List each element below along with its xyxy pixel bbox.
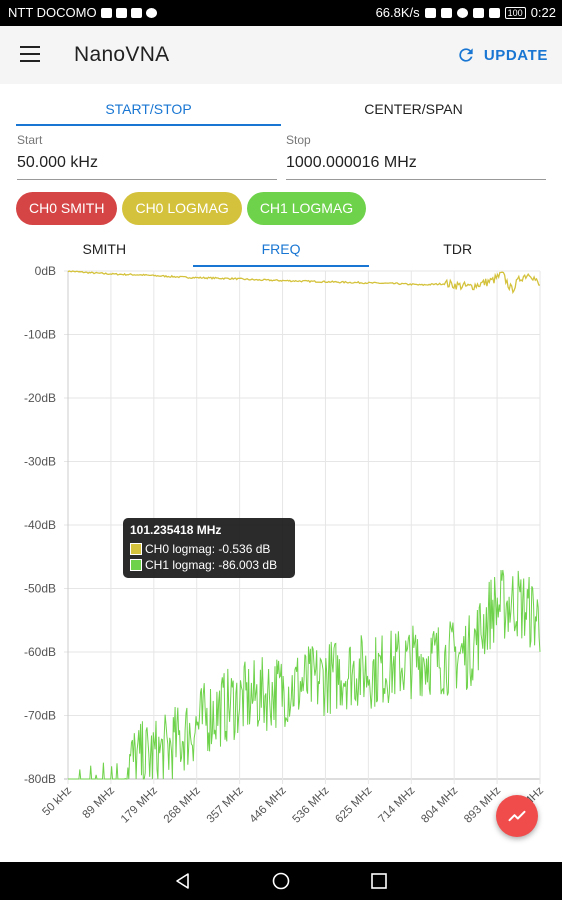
- battery-icon: 100: [504, 6, 526, 19]
- stop-label: Stop: [286, 133, 311, 147]
- start-label: Start: [17, 133, 43, 147]
- mail-icon: [100, 7, 112, 18]
- y-tick-label: -40dB: [24, 518, 56, 532]
- chip-ch0-logmag[interactable]: CH0 LOGMAG: [122, 192, 242, 225]
- x-tick-label: 89 MHz: [81, 784, 118, 821]
- update-button[interactable]: UPDATE: [456, 40, 548, 70]
- tab-freq[interactable]: FREQ: [192, 236, 370, 267]
- view-tabs: SMITH FREQ TDR: [16, 236, 546, 267]
- chip-ch1-logmag[interactable]: CH1 LOGMAG: [246, 192, 367, 225]
- vibrate-icon: [440, 7, 452, 18]
- wifi-icon: [472, 7, 484, 18]
- tooltip-row-ch1: CH1 logmag: -86.003 dB: [130, 557, 288, 573]
- y-tick-label: -10dB: [24, 328, 56, 342]
- tab-smith[interactable]: SMITH: [82, 241, 127, 257]
- clock: 0:22: [530, 5, 556, 20]
- channel-chips: CH0 SMITH CH0 LOGMAG CH1 LOGMAG: [16, 192, 367, 225]
- youtube-icon: [130, 7, 142, 18]
- tab-tdr[interactable]: TDR: [443, 241, 473, 257]
- compass-icon: [145, 7, 157, 18]
- x-tick-label: 50 kHz: [40, 784, 74, 818]
- x-tick-label: 179 MHz: [119, 784, 160, 825]
- update-label: UPDATE: [483, 46, 548, 64]
- hamburger-menu-icon[interactable]: [20, 46, 40, 62]
- x-tick-label: 446 MHz: [248, 784, 289, 825]
- carrier-name: NTT DOCOMO: [8, 5, 97, 20]
- tab-center-span[interactable]: CENTER/SPAN: [364, 101, 463, 117]
- gallery-icon: [115, 7, 127, 18]
- y-tick-label: 0dB: [35, 266, 56, 278]
- x-tick-label: 804 MHz: [419, 784, 460, 825]
- status-left: NTT DOCOMO: [8, 5, 157, 20]
- x-tick-label: 714 MHz: [376, 784, 417, 825]
- tab-start-stop[interactable]: START/STOP: [16, 94, 281, 126]
- y-tick-label: -20dB: [24, 391, 56, 405]
- x-tick-label: 268 MHz: [162, 784, 203, 825]
- recents-icon[interactable]: [369, 871, 389, 891]
- x-tick-label: 357 MHz: [205, 784, 246, 825]
- stop-input[interactable]: [286, 147, 546, 180]
- chart-svg: 0dB -10dB -20dB -30dB -40dB -50dB -60dB -70dB -8…: [24, 266, 546, 830]
- tooltip-ch1-value: CH1 logmag: -86.003 dB: [145, 558, 278, 572]
- ch1-swatch: [130, 559, 142, 571]
- stop-field-group: Stop: [286, 133, 546, 180]
- ch0-swatch: [130, 543, 142, 555]
- app-bar: NanoVNA UPDATE: [0, 26, 562, 84]
- signal-icon: [488, 7, 500, 18]
- tooltip-ch0-value: CH0 logmag: -0.536 dB: [145, 542, 271, 556]
- range-tabs: START/STOP CENTER/SPAN: [16, 94, 546, 126]
- chip-ch0-smith[interactable]: CH0 SMITH: [16, 192, 118, 225]
- x-tick-label: 536 MHz: [291, 784, 332, 825]
- status-bar: NTT DOCOMO 66.8K/s 100 0:22: [0, 0, 562, 26]
- bluetooth-icon: [424, 7, 436, 18]
- start-input[interactable]: [17, 147, 277, 180]
- alarm-icon: [456, 7, 468, 18]
- android-nav-bar: [0, 862, 562, 900]
- app-title: NanoVNA: [74, 43, 170, 66]
- chart-fab-button[interactable]: [496, 795, 538, 837]
- y-tick-label: -30dB: [24, 455, 56, 469]
- y-tick-label: -80dB: [24, 772, 56, 786]
- y-tick-label: -70dB: [24, 709, 56, 723]
- tooltip-row-ch0: CH0 logmag: -0.536 dB: [130, 541, 288, 557]
- x-tick-label: 625 MHz: [333, 784, 374, 825]
- status-right: 66.8K/s 100 0:22: [376, 5, 556, 20]
- series-ch0-logmag: [67, 270, 541, 295]
- frequency-chart[interactable]: 0dB -10dB -20dB -30dB -40dB -50dB -60dB -70dB -8…: [0, 266, 562, 860]
- trend-chart-icon: [508, 810, 526, 822]
- home-icon[interactable]: [271, 871, 291, 891]
- chart-tooltip: 101.235418 MHz CH0 logmag: -0.536 dB CH1…: [123, 518, 295, 578]
- y-tick-label: -50dB: [24, 582, 56, 596]
- y-tick-label: -60dB: [24, 645, 56, 659]
- series-ch1-logmag: [68, 569, 541, 780]
- tooltip-title: 101.235418 MHz: [130, 523, 222, 537]
- start-field-group: Start: [17, 133, 277, 180]
- back-icon[interactable]: [173, 871, 193, 891]
- refresh-icon: [459, 48, 473, 62]
- network-speed: 66.8K/s: [375, 5, 420, 20]
